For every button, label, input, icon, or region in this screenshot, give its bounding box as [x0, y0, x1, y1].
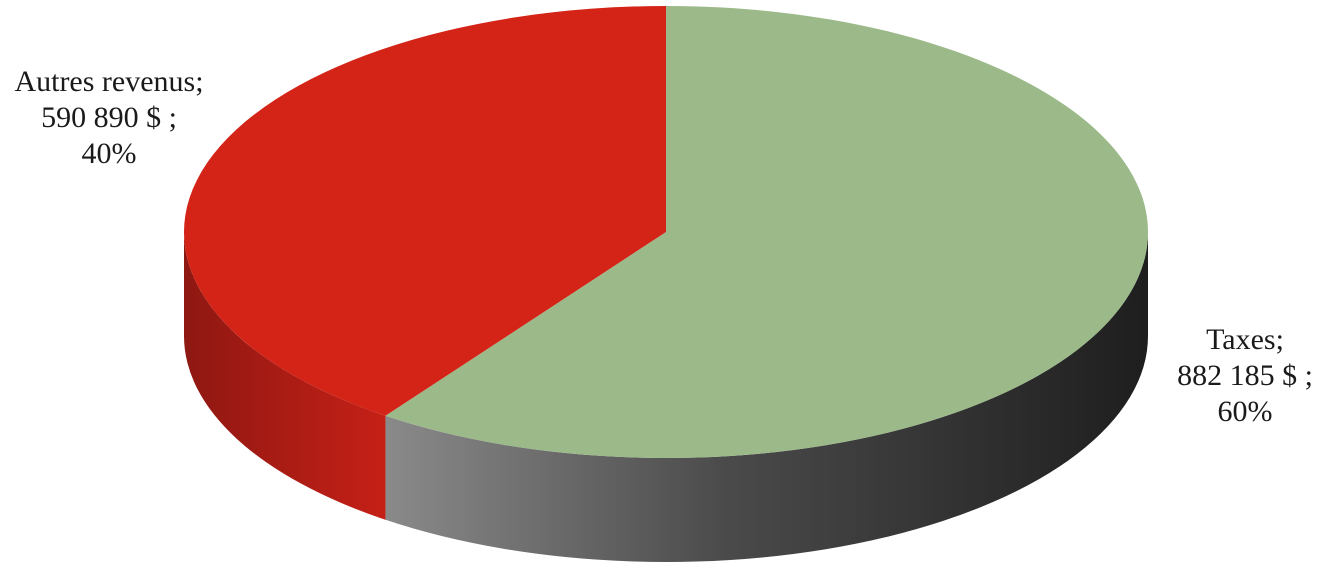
pie-slice-side-taxes	[385, 232, 1149, 563]
data-label-taxes-name: Taxes;	[1206, 323, 1284, 356]
data-label-autres-revenus-name: Autres revenus;	[14, 65, 204, 98]
pie-slice-autres-revenus	[183, 6, 666, 416]
pie-slice-taxes	[385, 6, 1149, 458]
data-label-autres-revenus: Autres revenus; 590 890 $ ; 40%	[0, 64, 218, 172]
data-label-taxes-value: 882 185 $ ;	[1177, 359, 1313, 392]
data-label-taxes: Taxes; 882 185 $ ; 60%	[1160, 322, 1324, 430]
data-label-taxes-percent: 60%	[1217, 395, 1273, 428]
pie-slice-tops	[183, 6, 1149, 458]
data-label-autres-revenus-percent: 40%	[81, 137, 137, 170]
pie-slice-side-autres-revenus	[184, 232, 386, 520]
pie-slice-sides	[184, 232, 1149, 563]
data-label-autres-revenus-value: 590 890 $ ;	[41, 101, 177, 134]
